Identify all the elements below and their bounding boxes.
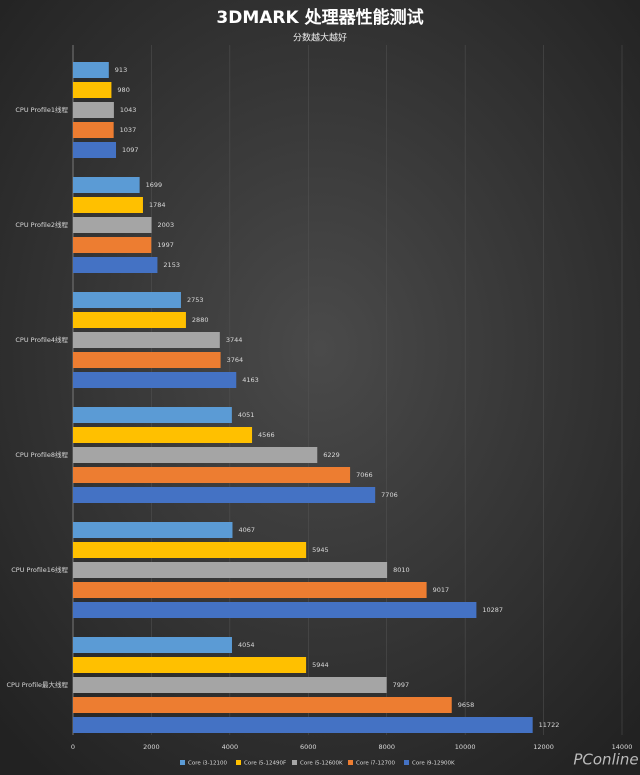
legend-label: Core i9-12900K	[412, 761, 455, 767]
bar	[73, 217, 152, 233]
value-label: 6229	[323, 451, 340, 459]
x-tick-label: 14000	[612, 743, 633, 751]
value-label: 2880	[192, 316, 209, 324]
value-label: 11722	[539, 721, 560, 729]
legend-swatch	[348, 760, 353, 765]
bar	[73, 447, 318, 463]
legend-swatch	[292, 760, 297, 765]
bar	[73, 237, 152, 253]
value-label: 980	[117, 86, 129, 94]
bar	[73, 312, 186, 328]
x-tick-label: 8000	[378, 743, 395, 751]
legend-swatch	[404, 760, 409, 765]
y-tick-label: CPU Profile16线程	[11, 565, 68, 574]
value-label: 1037	[120, 126, 137, 134]
bar	[73, 197, 143, 213]
y-tick-label: CPU Profile4线程	[15, 335, 68, 344]
bar	[73, 562, 388, 578]
y-tick-label: CPU Profile最大线程	[7, 680, 69, 689]
bar	[73, 82, 112, 98]
value-label: 8010	[393, 566, 410, 574]
bar	[73, 292, 181, 308]
value-label: 7706	[381, 491, 398, 499]
legend-label: Core i5-12490F	[244, 761, 286, 767]
bar	[73, 102, 114, 118]
value-label: 5945	[312, 546, 329, 554]
value-label: 4067	[238, 526, 255, 534]
value-label: 5944	[312, 661, 329, 669]
chart-subtitle: 分数越大越好	[293, 32, 347, 44]
value-label: 3744	[226, 336, 243, 344]
y-tick-label: CPU Profile1线程	[15, 105, 68, 114]
value-label: 7066	[356, 471, 373, 479]
value-label: 9017	[433, 586, 450, 594]
bar	[73, 582, 427, 598]
bar	[73, 467, 351, 483]
value-label: 4054	[238, 641, 255, 649]
value-label: 1097	[122, 146, 139, 154]
bar	[73, 542, 307, 558]
bar	[73, 522, 233, 538]
bar	[73, 177, 140, 193]
legend-label: Core i7-12700	[356, 761, 395, 767]
value-label: 2003	[158, 221, 175, 229]
value-label: 1043	[120, 106, 137, 114]
bar	[73, 142, 117, 158]
bar	[73, 372, 237, 388]
value-label: 1699	[146, 181, 163, 189]
bar	[73, 637, 232, 653]
bar	[73, 487, 376, 503]
x-tick-label: 10000	[455, 743, 476, 751]
value-label: 7997	[393, 681, 410, 689]
legend-swatch	[180, 760, 185, 765]
x-tick-label: 4000	[222, 743, 239, 751]
value-label: 1784	[149, 201, 166, 209]
value-label: 3764	[227, 356, 244, 364]
bar	[73, 122, 114, 138]
value-label: 913	[115, 66, 127, 74]
legend-swatch	[236, 760, 241, 765]
bar	[73, 717, 533, 733]
value-label: 2153	[163, 261, 180, 269]
value-label: 4566	[258, 431, 275, 439]
bar	[73, 677, 387, 693]
y-tick-label: CPU Profile8线程	[15, 450, 68, 459]
x-tick-label: 12000	[533, 743, 554, 751]
bar	[73, 697, 452, 713]
bar	[73, 407, 232, 423]
legend-label: Core i5-12600K	[300, 761, 343, 767]
y-tick-label: CPU Profile2线程	[15, 220, 68, 229]
value-label: 2753	[187, 296, 204, 304]
watermark: PConline	[573, 751, 638, 769]
bar	[73, 257, 158, 273]
x-tick-label: 0	[71, 743, 75, 751]
bar	[73, 332, 220, 348]
bar	[73, 427, 253, 443]
value-label: 1997	[157, 241, 174, 249]
bar	[73, 602, 477, 618]
chart-title: 3DMARK 处理器性能测试	[216, 7, 423, 28]
value-label: 10287	[482, 606, 503, 614]
bar	[73, 352, 221, 368]
x-tick-label: 2000	[143, 743, 160, 751]
value-label: 4051	[238, 411, 255, 419]
value-label: 4163	[242, 376, 259, 384]
bar	[73, 62, 109, 78]
legend-label: Core i3-12100	[188, 761, 227, 767]
value-label: 9658	[458, 701, 475, 709]
x-tick-label: 6000	[300, 743, 317, 751]
bar	[73, 657, 307, 673]
